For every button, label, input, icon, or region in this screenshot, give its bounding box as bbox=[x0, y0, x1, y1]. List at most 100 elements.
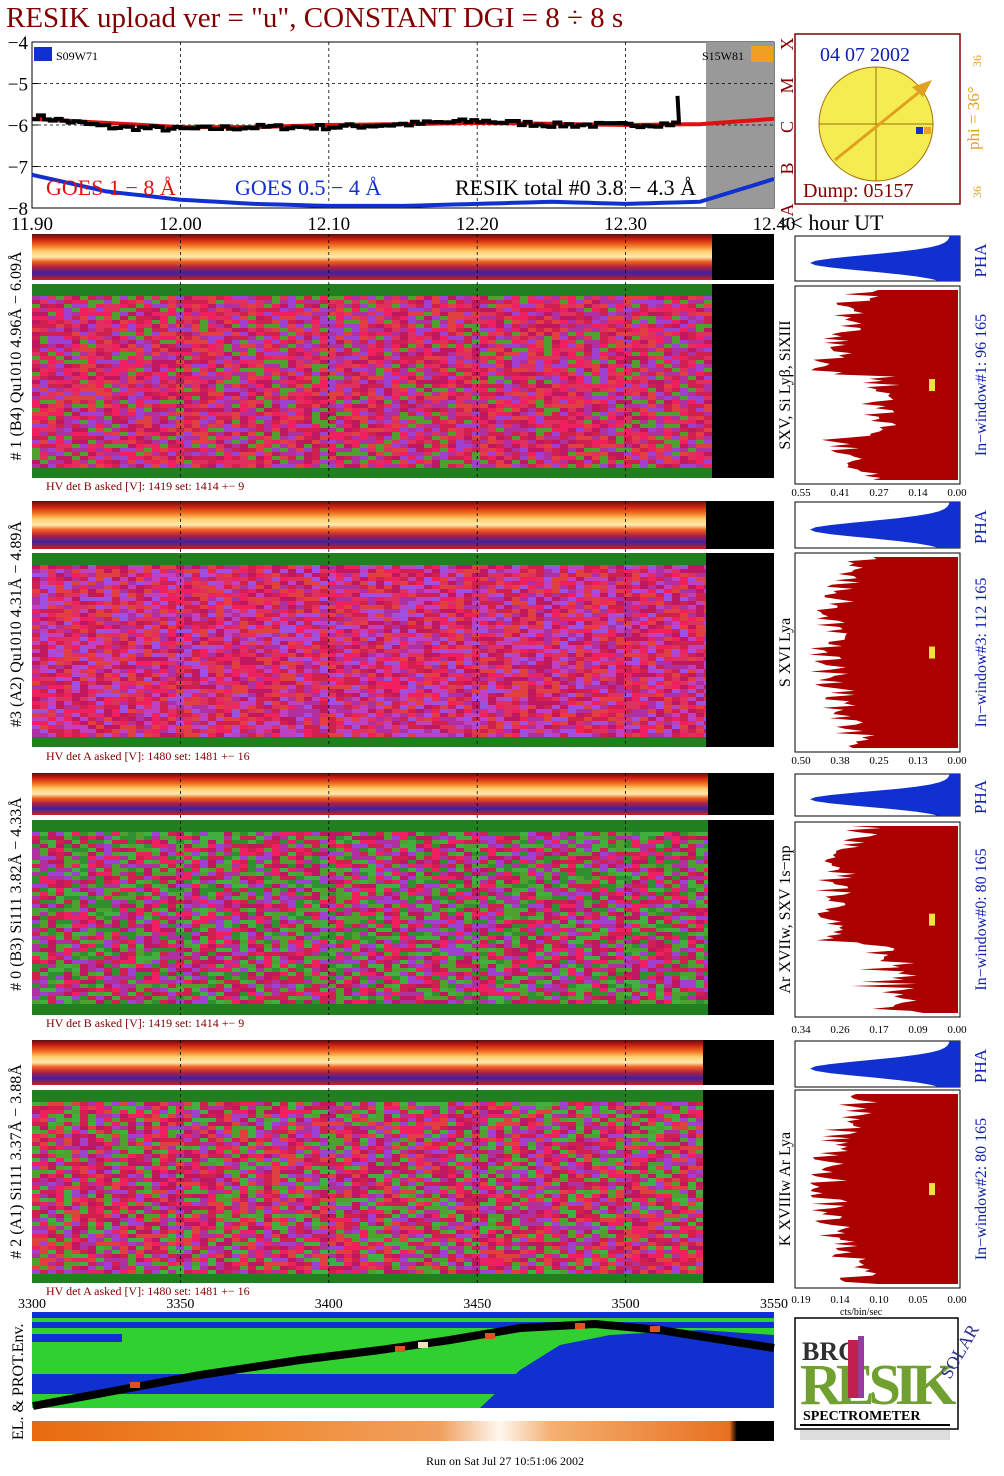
orbit-axis-label: 3500 bbox=[612, 1297, 640, 1312]
legend-goes1: GOES 1 − 8 Å bbox=[46, 175, 176, 200]
pha-time-strip bbox=[32, 501, 706, 549]
channel-panel-0: HV det B asked [V]: 1419 set: 1414 +− 9 #… bbox=[7, 234, 990, 499]
phi-label: phi = 36° bbox=[964, 86, 983, 150]
y-tick-label: −6 bbox=[8, 116, 28, 137]
spectrogram-cells bbox=[32, 565, 712, 737]
particle-strip bbox=[32, 1421, 774, 1441]
channel-label: # 0 (B3) Si111 3.82Å − 4.33Å bbox=[7, 797, 25, 991]
hv-status: HV det A asked [V]: 1480 set: 1481 +− 16 bbox=[46, 1284, 250, 1298]
legend-goes2: GOES 0.5 − 4 Å bbox=[235, 175, 381, 200]
y-tick-label: −4 bbox=[8, 33, 29, 54]
pha-label: PHA bbox=[971, 243, 990, 278]
track-marker bbox=[575, 1323, 585, 1329]
track-marker bbox=[418, 1342, 428, 1348]
time-axis-label: 12.00 bbox=[159, 214, 202, 235]
tag-right: S15W81 bbox=[702, 49, 744, 63]
spectrum-tick-label: 0.38 bbox=[830, 755, 850, 767]
orbit-axis-label: 3450 bbox=[463, 1297, 491, 1312]
spectrogram-gap bbox=[706, 553, 774, 747]
spectrum-tick-label: 0.34 bbox=[791, 1024, 811, 1036]
logo-spectrometer: SPECTROMETER bbox=[803, 1409, 921, 1424]
in-window-label: In−window#3: 112 165 bbox=[973, 578, 990, 728]
flare-position-marker bbox=[916, 127, 923, 134]
tag-left: S09W71 bbox=[56, 49, 98, 63]
spectrum-tick-label: 0.50 bbox=[791, 755, 811, 767]
env-band bbox=[32, 1312, 774, 1318]
strip-gap bbox=[706, 501, 774, 549]
hv-status: HV det B asked [V]: 1419 set: 1414 +− 9 bbox=[46, 1016, 244, 1030]
environment-panel bbox=[32, 1312, 774, 1408]
channel-panel-1: HV det A asked [V]: 1480 set: 1481 +− 16… bbox=[7, 501, 990, 767]
spectrum-tick-label: 0.25 bbox=[869, 755, 889, 767]
pha-time-strip bbox=[32, 773, 708, 815]
logo-resik: RESIK bbox=[800, 1352, 956, 1417]
orbit-axis-label: 3550 bbox=[760, 1297, 788, 1312]
spectrum-plot bbox=[795, 1090, 960, 1288]
spectrogram-cells bbox=[32, 1102, 704, 1274]
spectrum-tick-label: 0.41 bbox=[830, 487, 849, 499]
legend-resik: RESIK total #0 3.8 − 4.3 Å bbox=[455, 175, 696, 200]
spectrum-tick-label: 0.14 bbox=[908, 487, 928, 499]
orbit-axis-label: 3350 bbox=[166, 1297, 194, 1312]
track-marker bbox=[130, 1382, 140, 1388]
spectrum-tick-label: 0.14 bbox=[830, 1294, 850, 1306]
sun-panel: 04 07 2002 Dump: 05157 phi = 36° 36 36 bbox=[795, 34, 984, 204]
window-marker bbox=[929, 914, 935, 926]
env-band bbox=[32, 1334, 122, 1342]
channel-panel-3: HV det A asked [V]: 1480 set: 1481 +− 16… bbox=[7, 1040, 990, 1306]
pha-label: PHA bbox=[971, 779, 990, 814]
track-marker bbox=[395, 1346, 405, 1352]
in-window-label: In−window#1: 96 165 bbox=[973, 314, 990, 456]
strip-gap bbox=[703, 1040, 774, 1085]
resik-logo: BRG RESIK SOLAR SPECTROMETER bbox=[795, 1318, 983, 1440]
spectrum-unit: cts/bin/sec bbox=[840, 1307, 883, 1318]
spectrogram-cells bbox=[32, 832, 712, 1004]
orbit-axis-label: 3300 bbox=[18, 1297, 46, 1312]
time-axis-label: 12.20 bbox=[456, 214, 499, 235]
flare-class-m: M bbox=[777, 77, 797, 93]
in-window-label: In−window#2: 80 165 bbox=[973, 1118, 990, 1260]
spectrum-tick-label: 0.26 bbox=[830, 1024, 850, 1036]
phi-small-top: 36 bbox=[970, 55, 984, 67]
flare-class-b: B bbox=[777, 162, 797, 174]
channel-label: # 1 (B4) Qu1010 4.96Å − 6.09Å bbox=[7, 251, 25, 460]
hv-status: HV det A asked [V]: 1480 set: 1481 +− 16 bbox=[46, 749, 250, 763]
spectrogram-cells bbox=[32, 296, 712, 468]
spectrum-tick-label: 0.00 bbox=[947, 487, 967, 499]
spectrum-plot bbox=[795, 553, 960, 752]
pha-histogram bbox=[795, 502, 960, 548]
spectrum-tick-label: 0.09 bbox=[908, 1024, 928, 1036]
pha-histogram bbox=[795, 1041, 960, 1087]
page-title: RESIK upload ver = "u", CONSTANT DGI = 8… bbox=[6, 2, 623, 34]
goes-panel: S09W71 S15W81 GOES 1 − 8 Å GOES 0.5 − 4 … bbox=[32, 42, 774, 208]
spectrum-tick-label: 0.13 bbox=[908, 755, 928, 767]
spectrum-tick-label: 0.00 bbox=[947, 1024, 967, 1036]
pha-time-strip bbox=[32, 1040, 703, 1085]
hv-status: HV det B asked [V]: 1419 set: 1414 +− 9 bbox=[46, 479, 244, 493]
pha-histogram bbox=[795, 774, 960, 816]
time-axis-label: 11.90 bbox=[11, 214, 53, 235]
footer-run-time: Run on Sat Jul 27 10:51:06 2002 bbox=[426, 1454, 584, 1468]
spectrum-tick-label: 0.17 bbox=[869, 1024, 889, 1036]
pha-label: PHA bbox=[971, 1048, 990, 1083]
dump-label: Dump: 05157 bbox=[803, 180, 914, 202]
time-axis-unit: << hour UT bbox=[778, 210, 884, 235]
spectrogram-gap bbox=[708, 820, 774, 1015]
date-label: 04 07 2002 bbox=[820, 44, 910, 66]
channel-panel-2: HV det B asked [V]: 1419 set: 1414 +− 9 #… bbox=[7, 773, 990, 1036]
strip-gap bbox=[712, 234, 774, 280]
line-id-label: K XVIIIw Ar Lya bbox=[777, 1132, 794, 1246]
track-marker bbox=[650, 1326, 660, 1332]
in-window-label: In−window#0: 80 165 bbox=[973, 848, 990, 990]
strip-gap bbox=[708, 773, 774, 815]
spectrum-tick-label: 0.05 bbox=[908, 1294, 928, 1306]
y-tick-label: −7 bbox=[8, 158, 28, 179]
spectrum-tick-label: 0.10 bbox=[869, 1294, 889, 1306]
pha-time-strip bbox=[32, 234, 712, 280]
spectrum-tick-label: 0.00 bbox=[947, 1294, 967, 1306]
spectrum-plot bbox=[795, 286, 960, 484]
track-marker bbox=[485, 1333, 495, 1339]
spectrogram-gap bbox=[712, 284, 774, 478]
window-marker bbox=[929, 379, 935, 391]
spectrum-plot bbox=[795, 822, 960, 1017]
